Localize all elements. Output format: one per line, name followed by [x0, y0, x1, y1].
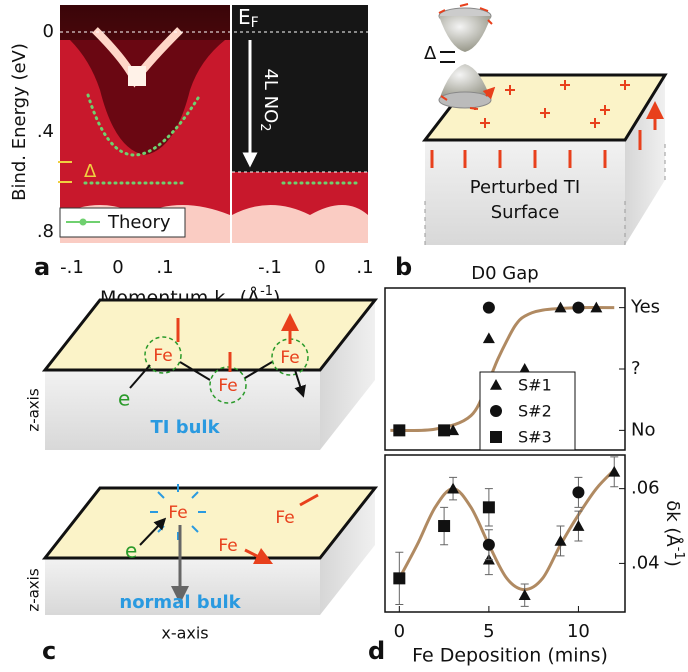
dose-sub: 2 — [258, 123, 273, 131]
marker — [393, 424, 405, 436]
dose: 4L NO — [260, 68, 281, 123]
y-tick-label: ? — [631, 358, 641, 379]
marker — [519, 589, 531, 600]
y-tick-label: .06 — [631, 478, 660, 499]
y-label-part: -1 — [672, 547, 687, 560]
legend-label: S#3 — [518, 428, 552, 447]
marker — [608, 466, 620, 477]
slab-front — [45, 370, 320, 450]
x-tick-label: -.1 — [60, 257, 84, 278]
x-tick-label: -.1 — [258, 257, 282, 278]
fe-atom: Fe — [218, 536, 237, 556]
marker — [483, 539, 495, 551]
marker — [572, 302, 584, 314]
electron: e — [125, 539, 137, 563]
panel-c: Fe Fe Fe e TI bulk z-axis Fe Fe Fe e nor… — [25, 300, 376, 665]
y-axis-label: δk (Å-1) — [662, 500, 687, 567]
gap-label: Δ — [424, 43, 437, 64]
marker — [438, 424, 450, 436]
fe-atom: Fe — [218, 376, 237, 396]
gap-bracket — [440, 52, 455, 62]
marker — [447, 483, 459, 494]
panel-label: c — [42, 637, 56, 665]
figure: Δ EF 4L NO2 Theory 0 .4 .8 Bind. Energy … — [0, 0, 688, 672]
y-axis-label: Bind. Energy (eV) — [9, 43, 30, 201]
marker — [483, 332, 495, 343]
y-tick-label: .04 — [631, 552, 660, 573]
bulk-label: TI bulk — [150, 417, 220, 438]
ef-sub: F — [251, 15, 259, 31]
fe-atom: Fe — [280, 348, 299, 368]
fe-atom: Fe — [153, 346, 172, 366]
gap-label: Δ — [84, 161, 97, 182]
marker — [572, 486, 584, 498]
legend-label: S#1 — [518, 376, 552, 395]
panel-d: d D0 Gap No? Yes S#1 S#2 S#3 .04 .06 0 5 10 Fe Depo… — [368, 263, 687, 667]
x-tick-label: .1 — [356, 257, 373, 278]
marker — [393, 572, 405, 584]
ef: E — [238, 5, 251, 29]
axis-label: x-axis — [161, 624, 208, 643]
legend-dot — [80, 219, 87, 226]
upper-cone — [439, 16, 491, 52]
y-tick-label: Yes — [630, 297, 660, 318]
axis-label: z-axis — [25, 568, 43, 612]
x-label-exp: -1 — [260, 284, 273, 299]
x-tick-label: 0 — [314, 257, 325, 278]
marker — [490, 405, 502, 417]
marker — [483, 302, 495, 314]
fe-atom: Fe — [168, 503, 187, 523]
panel-b: Δ Perturbed TI Surface b — [395, 4, 665, 281]
surface — [45, 300, 375, 370]
arpes-bulk — [232, 205, 368, 243]
y-label-part: ) — [662, 560, 683, 567]
x-tick-label: 10 — [567, 621, 590, 642]
y-tick-label: .4 — [37, 121, 54, 142]
axis-label: z-axis — [25, 388, 43, 432]
surface — [45, 488, 375, 558]
marker — [483, 501, 495, 513]
fe-atom: Fe — [275, 508, 294, 528]
x-tick-label: 5 — [483, 621, 494, 642]
marker — [490, 431, 502, 443]
electron: e — [118, 387, 130, 411]
marker — [438, 520, 450, 532]
y-tick-label: .8 — [37, 221, 54, 242]
legend-label: Theory — [107, 212, 171, 233]
dose-label: 4L NO2 — [258, 68, 282, 131]
y-tick-label: 0 — [43, 21, 54, 42]
arpes-peak — [128, 66, 146, 86]
bulk-label: normal bulk — [119, 592, 241, 613]
x-tick-label: 0 — [112, 257, 123, 278]
y-label-part: δk (Å — [662, 500, 684, 547]
chart-title: D0 Gap — [471, 263, 538, 284]
y-tick-label: No — [631, 419, 655, 440]
legend-label: S#2 — [518, 402, 552, 421]
x-axis-label: Fe Deposition (mins) — [412, 645, 608, 667]
x-tick-label: 0 — [394, 621, 405, 642]
x-tick-label: .1 — [156, 257, 173, 278]
panel-label: d — [368, 637, 385, 665]
panel-label: a — [34, 253, 50, 281]
panel-label: b — [395, 253, 412, 281]
surface-label: Perturbed TI — [470, 177, 581, 198]
surface-label: Surface — [491, 202, 560, 223]
panel-a: Δ EF 4L NO2 Theory 0 .4 .8 Bind. Energy … — [9, 5, 374, 312]
